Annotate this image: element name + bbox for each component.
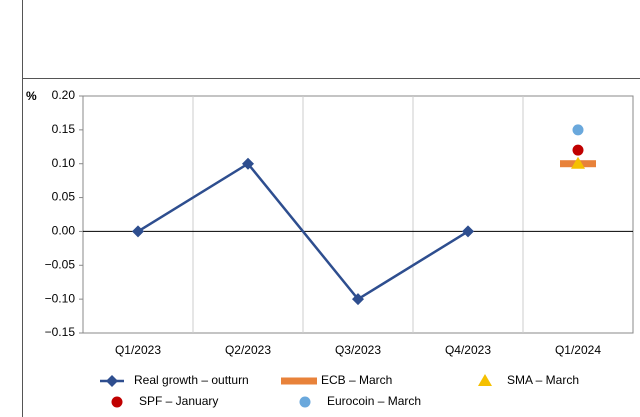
legend-label: Eurocoin – March bbox=[327, 394, 421, 408]
legend-label: SMA – March bbox=[507, 373, 579, 387]
data-point bbox=[572, 124, 584, 136]
x-tick-label: Q1/2023 bbox=[115, 343, 161, 357]
legend-swatch bbox=[111, 396, 123, 408]
data-point bbox=[242, 157, 254, 170]
legend-swatch bbox=[478, 374, 492, 386]
data-point bbox=[132, 225, 144, 238]
y-tick-label: 0.10 bbox=[52, 156, 76, 170]
legend-label: SPF – January bbox=[139, 394, 218, 408]
legend-swatch bbox=[299, 396, 311, 408]
y-tick-label: −0.10 bbox=[45, 291, 76, 305]
y-axis-label: % bbox=[26, 89, 37, 103]
legend-label: ECB – March bbox=[321, 373, 392, 387]
x-tick-label: Q3/2023 bbox=[335, 343, 381, 357]
x-tick-label: Q1/2024 bbox=[555, 343, 601, 357]
y-tick-label: −0.15 bbox=[45, 325, 76, 339]
legend-label: Real growth – outturn bbox=[134, 373, 249, 387]
y-tick-label: 0.15 bbox=[52, 122, 76, 136]
plot-area bbox=[82, 95, 634, 334]
y-tick-label: 0.00 bbox=[52, 224, 76, 238]
y-tick-label: −0.05 bbox=[45, 257, 76, 271]
series-line bbox=[137, 162, 469, 301]
data-point bbox=[462, 225, 474, 238]
data-point bbox=[571, 156, 585, 169]
y-tick-label: 0.05 bbox=[52, 190, 76, 204]
data-point bbox=[572, 144, 584, 156]
legend-swatch bbox=[106, 375, 118, 387]
x-tick-label: Q4/2023 bbox=[445, 343, 491, 357]
data-point bbox=[352, 293, 364, 306]
legend-swatch bbox=[281, 377, 317, 385]
x-tick-label: Q2/2023 bbox=[225, 343, 271, 357]
y-tick-label: 0.20 bbox=[52, 88, 76, 102]
